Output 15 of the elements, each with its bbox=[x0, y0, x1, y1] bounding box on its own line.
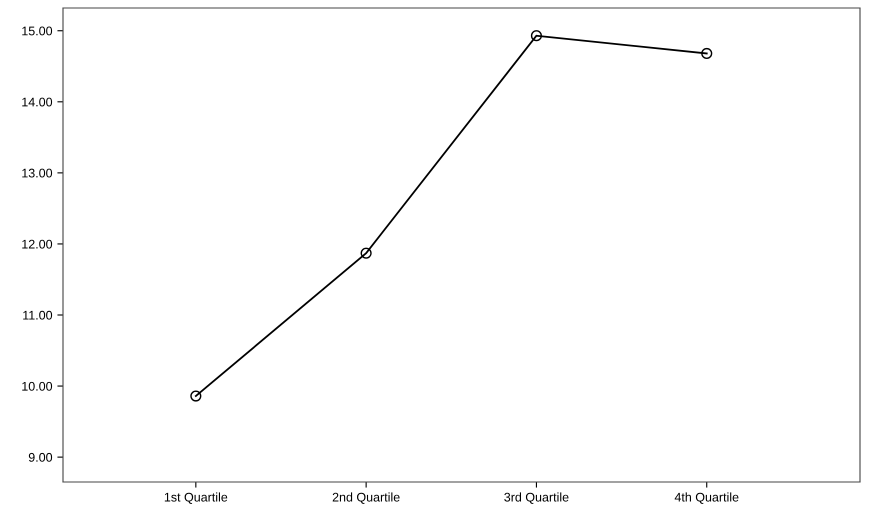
y-tick-label: 11.00 bbox=[23, 310, 52, 320]
y-tick-label: 13.00 bbox=[22, 168, 52, 178]
point bbox=[360, 248, 372, 259]
x-tick-label: 4th Quartile bbox=[674, 492, 738, 504]
point bbox=[701, 48, 712, 60]
y-tick-label: 14.00 bbox=[22, 98, 52, 106]
x-tick-label: 1st Quartile bbox=[164, 492, 228, 504]
x-tick-label: 2nd Quartile bbox=[332, 492, 400, 504]
point bbox=[190, 390, 202, 402]
y-tick-label: 15.00 bbox=[22, 26, 52, 36]
y-tick-label: 12.00 bbox=[22, 240, 52, 249]
x-tick-label: 3rd Quartile bbox=[504, 492, 569, 504]
y-tick-label: 10.00 bbox=[22, 382, 52, 391]
y-tick-label: 9.00 bbox=[28, 452, 52, 462]
point bbox=[530, 30, 542, 42]
